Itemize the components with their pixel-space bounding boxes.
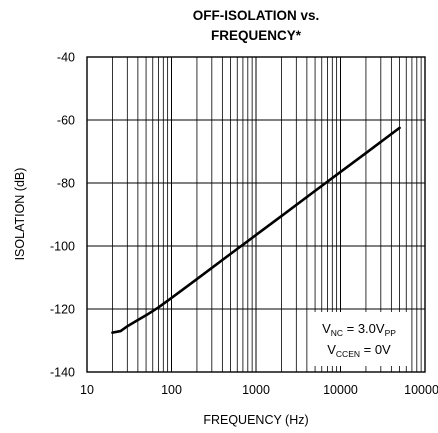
annotation-vccen: VCCEN = 0V xyxy=(327,342,391,359)
x-tick-label: 1000 xyxy=(242,383,270,397)
x-tick-label: 100000 xyxy=(404,383,438,397)
chart-title-line-1: OFF-ISOLATION vs. xyxy=(193,8,320,23)
tick-labels: 10 100 1000 10000 100000 -40 -60 -80 -100 -120 -14… xyxy=(50,51,438,398)
annotation-box: VNC = 3.0VPP VCCEN = 0V xyxy=(309,312,409,366)
y-tick-label: -40 xyxy=(57,51,75,65)
y-axis-label: ISOLATION (dB) xyxy=(13,168,27,261)
y-tick-label: -60 xyxy=(57,114,75,128)
y-tick-label: -120 xyxy=(50,303,75,317)
plot-frame xyxy=(86,56,426,373)
series-group xyxy=(111,126,401,334)
x-tick-label: 10000 xyxy=(323,383,358,397)
x-tick-label: 100 xyxy=(161,383,182,397)
x-axis-label: FREQUENCY (Hz) xyxy=(203,413,308,427)
annotation-vnc: VNC = 3.0VPP xyxy=(322,321,396,338)
chart-title-line-2: FREQUENCY* xyxy=(211,28,302,43)
x-tick-label: 10 xyxy=(80,383,94,397)
y-tick-label: -80 xyxy=(57,177,75,191)
series-line xyxy=(111,126,401,334)
y-tick-label: -100 xyxy=(50,240,75,254)
y-tick-label: -140 xyxy=(50,366,75,380)
chart-title: OFF-ISOLATION vs. FREQUENCY* xyxy=(193,8,320,43)
annotation-background xyxy=(309,312,409,366)
